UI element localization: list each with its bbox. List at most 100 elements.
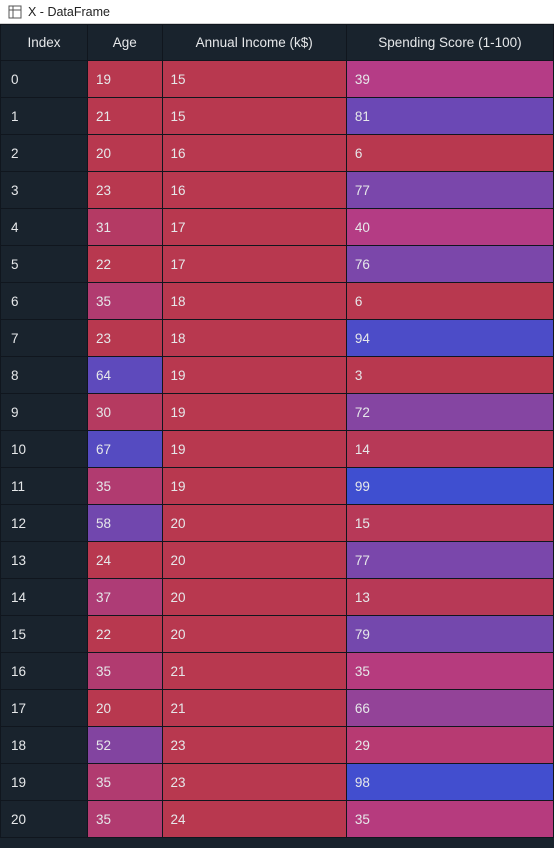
index-cell[interactable]: 10 [1,431,88,468]
age-cell[interactable]: 37 [87,579,162,616]
score-cell[interactable]: 40 [346,209,553,246]
score-cell[interactable]: 66 [346,690,553,727]
index-cell[interactable]: 16 [1,653,88,690]
income-cell[interactable]: 18 [162,283,346,320]
income-cell[interactable]: 19 [162,357,346,394]
table-row[interactable]: 15222079 [1,616,554,653]
table-row[interactable]: 635186 [1,283,554,320]
age-cell[interactable]: 35 [87,764,162,801]
score-cell[interactable]: 6 [346,283,553,320]
col-header-index[interactable]: Index [1,25,88,61]
age-cell[interactable]: 35 [87,801,162,838]
score-cell[interactable]: 99 [346,468,553,505]
score-cell[interactable]: 15 [346,505,553,542]
age-cell[interactable]: 52 [87,727,162,764]
income-cell[interactable]: 15 [162,98,346,135]
age-cell[interactable]: 21 [87,98,162,135]
income-cell[interactable]: 23 [162,764,346,801]
table-row[interactable]: 3231677 [1,172,554,209]
index-cell[interactable]: 2 [1,135,88,172]
index-cell[interactable]: 12 [1,505,88,542]
index-cell[interactable]: 15 [1,616,88,653]
index-cell[interactable]: 11 [1,468,88,505]
table-row[interactable]: 9301972 [1,394,554,431]
index-cell[interactable]: 19 [1,764,88,801]
age-cell[interactable]: 31 [87,209,162,246]
age-cell[interactable]: 67 [87,431,162,468]
score-cell[interactable]: 35 [346,801,553,838]
table-row[interactable]: 4311740 [1,209,554,246]
table-row[interactable]: 19352398 [1,764,554,801]
index-cell[interactable]: 20 [1,801,88,838]
income-cell[interactable]: 23 [162,727,346,764]
col-header-income[interactable]: Annual Income (k$) [162,25,346,61]
income-cell[interactable]: 17 [162,246,346,283]
income-cell[interactable]: 20 [162,579,346,616]
score-cell[interactable]: 13 [346,579,553,616]
index-cell[interactable]: 14 [1,579,88,616]
age-cell[interactable]: 24 [87,542,162,579]
score-cell[interactable]: 79 [346,616,553,653]
age-cell[interactable]: 35 [87,653,162,690]
table-row[interactable]: 18522329 [1,727,554,764]
score-cell[interactable]: 76 [346,246,553,283]
score-cell[interactable]: 81 [346,98,553,135]
age-cell[interactable]: 20 [87,135,162,172]
income-cell[interactable]: 20 [162,616,346,653]
income-cell[interactable]: 24 [162,801,346,838]
table-row[interactable]: 20352435 [1,801,554,838]
score-cell[interactable]: 3 [346,357,553,394]
income-cell[interactable]: 21 [162,690,346,727]
age-cell[interactable]: 19 [87,61,162,98]
income-cell[interactable]: 17 [162,209,346,246]
index-cell[interactable]: 13 [1,542,88,579]
table-row[interactable]: 12582015 [1,505,554,542]
index-cell[interactable]: 1 [1,98,88,135]
index-cell[interactable]: 18 [1,727,88,764]
income-cell[interactable]: 16 [162,172,346,209]
score-cell[interactable]: 77 [346,542,553,579]
age-cell[interactable]: 35 [87,468,162,505]
age-cell[interactable]: 64 [87,357,162,394]
table-row[interactable]: 10671914 [1,431,554,468]
index-cell[interactable]: 7 [1,320,88,357]
age-cell[interactable]: 22 [87,246,162,283]
age-cell[interactable]: 23 [87,172,162,209]
score-cell[interactable]: 35 [346,653,553,690]
table-row[interactable]: 1211581 [1,98,554,135]
income-cell[interactable]: 20 [162,542,346,579]
score-cell[interactable]: 72 [346,394,553,431]
index-cell[interactable]: 5 [1,246,88,283]
age-cell[interactable]: 58 [87,505,162,542]
income-cell[interactable]: 19 [162,394,346,431]
age-cell[interactable]: 35 [87,283,162,320]
score-cell[interactable]: 6 [346,135,553,172]
index-cell[interactable]: 17 [1,690,88,727]
score-cell[interactable]: 98 [346,764,553,801]
table-row[interactable]: 5221776 [1,246,554,283]
col-header-score[interactable]: Spending Score (1-100) [346,25,553,61]
age-cell[interactable]: 22 [87,616,162,653]
table-row[interactable]: 220166 [1,135,554,172]
index-cell[interactable]: 3 [1,172,88,209]
income-cell[interactable]: 20 [162,505,346,542]
index-cell[interactable]: 6 [1,283,88,320]
table-row[interactable]: 0191539 [1,61,554,98]
score-cell[interactable]: 39 [346,61,553,98]
age-cell[interactable]: 30 [87,394,162,431]
table-row[interactable]: 16352135 [1,653,554,690]
score-cell[interactable]: 29 [346,727,553,764]
index-cell[interactable]: 0 [1,61,88,98]
table-row[interactable]: 7231894 [1,320,554,357]
income-cell[interactable]: 21 [162,653,346,690]
age-cell[interactable]: 20 [87,690,162,727]
score-cell[interactable]: 14 [346,431,553,468]
score-cell[interactable]: 77 [346,172,553,209]
score-cell[interactable]: 94 [346,320,553,357]
table-row[interactable]: 11351999 [1,468,554,505]
income-cell[interactable]: 16 [162,135,346,172]
index-cell[interactable]: 4 [1,209,88,246]
table-row[interactable]: 17202166 [1,690,554,727]
table-row[interactable]: 864193 [1,357,554,394]
index-cell[interactable]: 9 [1,394,88,431]
